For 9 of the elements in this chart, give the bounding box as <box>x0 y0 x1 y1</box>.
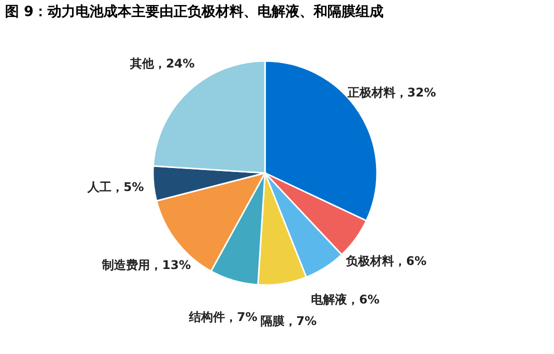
slice-label: 电解液，6% <box>311 292 380 307</box>
chart-title: 图 9：动力电池成本主要由正负极材料、电解液、和隔膜组成 <box>5 3 384 20</box>
slice-label: 人工，5% <box>86 180 144 194</box>
slice-label: 正极材料，32% <box>346 86 436 100</box>
slice-label: 隔膜，7% <box>260 314 317 328</box>
slice-label: 其他，24% <box>128 56 195 71</box>
slice-label: 结构件，7% <box>188 310 258 324</box>
slice-label: 制造费用，13% <box>101 258 191 272</box>
slice-label: 负极材料，6% <box>345 254 427 268</box>
